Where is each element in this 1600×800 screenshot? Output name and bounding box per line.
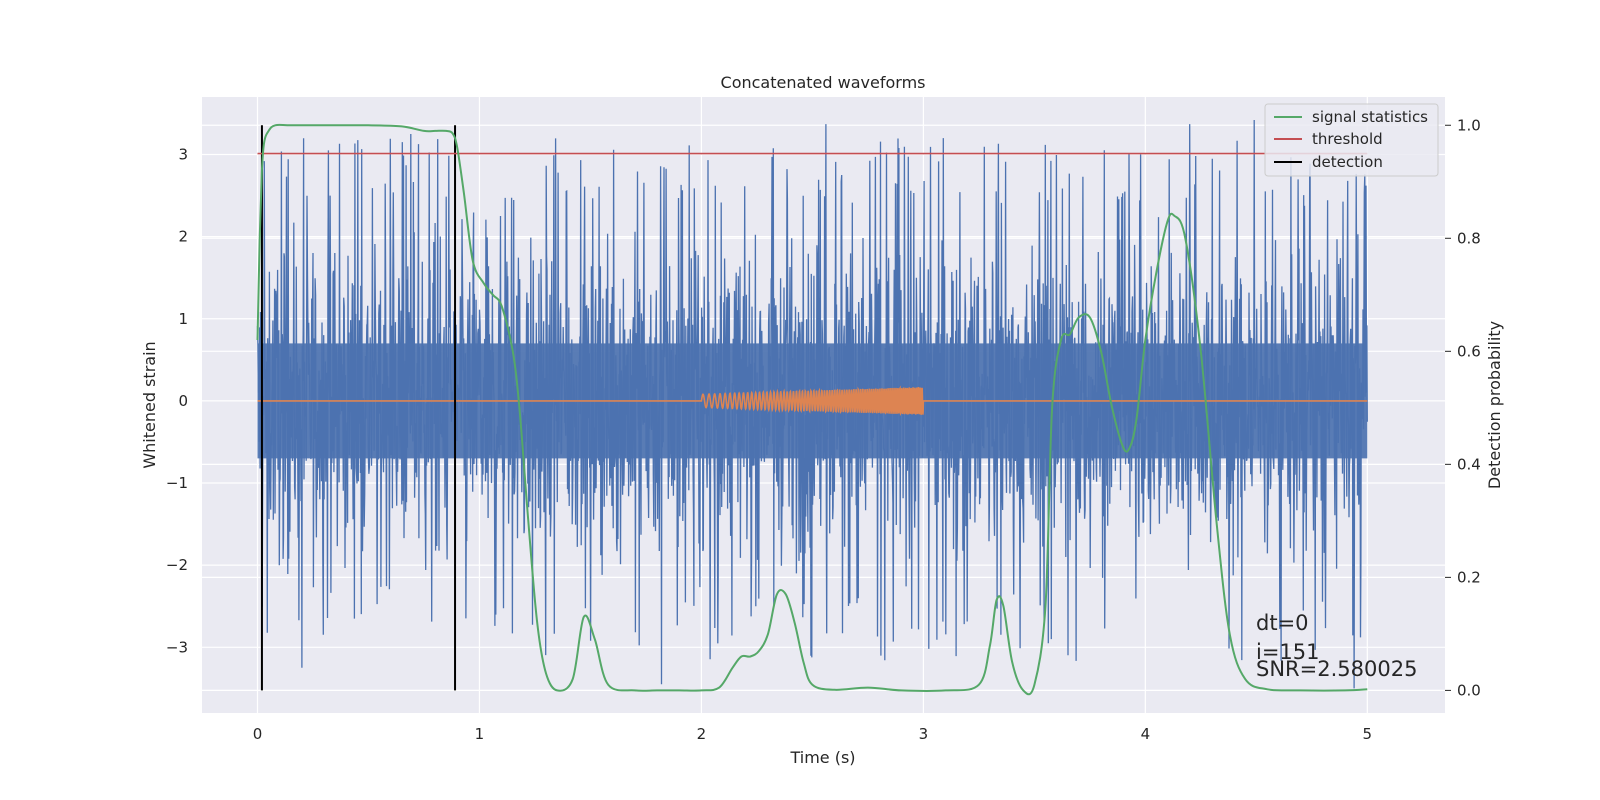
x-tick-label: 5	[1363, 725, 1373, 743]
legend-box	[1264, 103, 1439, 177]
y-right-tick-label: 1.0	[1457, 116, 1481, 134]
annotation-block: dt=0 i=151 SNR=2.580025	[1256, 611, 1417, 681]
y-tick-label: −2	[166, 556, 188, 574]
y-tick-label: −3	[166, 638, 188, 656]
legend-label-detection: detection	[1312, 153, 1383, 171]
chart-title: Concatenated waveforms	[721, 73, 926, 92]
y-tick-label: −1	[166, 474, 188, 492]
y-tick-label: 1	[178, 310, 188, 328]
y-right-tick-label: 0.6	[1457, 342, 1481, 360]
y-right-tick-label: 0.2	[1457, 568, 1481, 586]
y-tick-label: 2	[178, 228, 188, 246]
y-right-tick-label: 0.4	[1457, 455, 1481, 473]
y-tick-label: 0	[178, 392, 188, 410]
x-tick-label: 3	[919, 725, 929, 743]
y-right-tick-label: 0.8	[1457, 229, 1481, 247]
legend-label-threshold: threshold	[1312, 130, 1383, 148]
tick-labels: 0 1 2 3 4 5 −3 −2 −1 0 1 2 3 0.0 0.2 0.4 0.6 0.8 1.0	[166, 116, 1481, 743]
x-axis-label: Time (s)	[789, 748, 855, 767]
legend: signal statistics threshold detection	[1264, 103, 1439, 177]
y-tick-label: 3	[178, 145, 188, 163]
y-right-tick-label: 0.0	[1457, 681, 1481, 699]
x-tick-label: 2	[697, 725, 707, 743]
y-axis-label: Whitened strain	[140, 341, 159, 468]
y-axis-label-right: Detection probability	[1485, 321, 1504, 489]
signal-statistics-line	[256, 123, 1368, 696]
annotation-dt: dt=0	[1256, 611, 1309, 635]
x-tick-label: 4	[1141, 725, 1151, 743]
x-tick-label: 1	[475, 725, 485, 743]
series-layer	[256, 119, 1368, 696]
legend-label-signal-statistics: signal statistics	[1312, 108, 1428, 126]
annotation-index: i=151	[1256, 640, 1320, 664]
injected-chirp-line	[257, 385, 1368, 417]
annotation-snr: SNR=2.580025	[1256, 657, 1417, 681]
x-tick-label: 0	[253, 725, 263, 743]
